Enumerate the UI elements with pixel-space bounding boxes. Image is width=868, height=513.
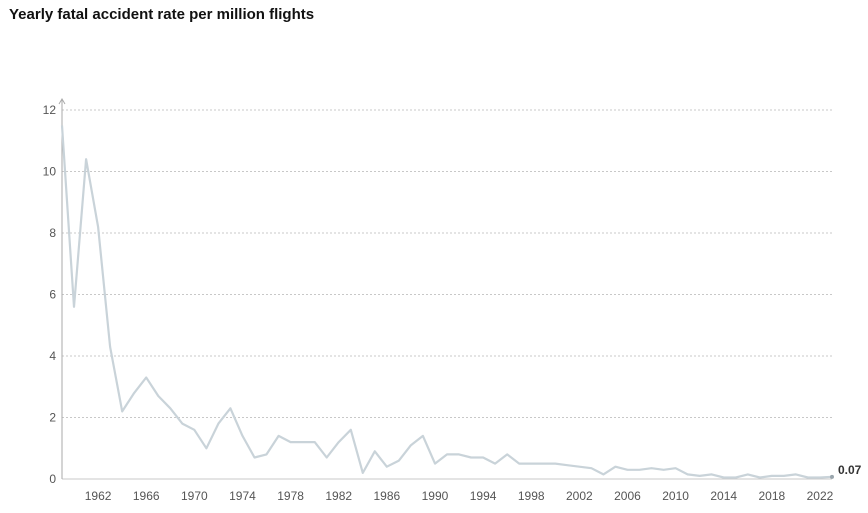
x-tick-label: 1990 (422, 489, 449, 503)
x-tick-label: 1970 (181, 489, 208, 503)
x-tick-label: 2018 (758, 489, 785, 503)
x-tick-label: 1978 (277, 489, 304, 503)
x-tick-label: 1966 (133, 489, 160, 503)
y-tick-label: 12 (43, 103, 57, 117)
y-axis-arrow-icon (58, 98, 66, 105)
x-tick-label: 2010 (662, 489, 689, 503)
x-tick-label: 2014 (710, 489, 737, 503)
x-tick-label: 1986 (373, 489, 400, 503)
x-tick-label: 1974 (229, 489, 256, 503)
series-layer (60, 125, 833, 479)
gridlines (62, 109, 832, 480)
y-tick-label: 6 (49, 288, 56, 302)
y-tick-label: 0 (49, 472, 56, 486)
x-tick-label: 1998 (518, 489, 545, 503)
end-value-label: 0.07 (838, 463, 862, 477)
x-tick-label: 2002 (566, 489, 593, 503)
tick-labels: 0 2 4 6 8 10 12 1962 1966 1970 1974 1978 1982 1986 199… (43, 103, 862, 503)
x-tick-label: 2022 (807, 489, 834, 503)
x-tick-label: 1962 (85, 489, 112, 503)
series-line (60, 125, 833, 479)
end-point (830, 474, 834, 479)
y-tick-label: 2 (49, 411, 56, 425)
x-tick-label: 1994 (470, 489, 497, 503)
x-tick-label: 2006 (614, 489, 641, 503)
y-tick-label: 10 (43, 165, 57, 179)
y-tick-label: 4 (49, 349, 56, 363)
y-tick-label: 8 (49, 226, 56, 240)
x-tick-label: 1982 (325, 489, 352, 503)
axes (58, 98, 66, 479)
chart-title: Yearly fatal accident rate per million f… (9, 6, 315, 23)
